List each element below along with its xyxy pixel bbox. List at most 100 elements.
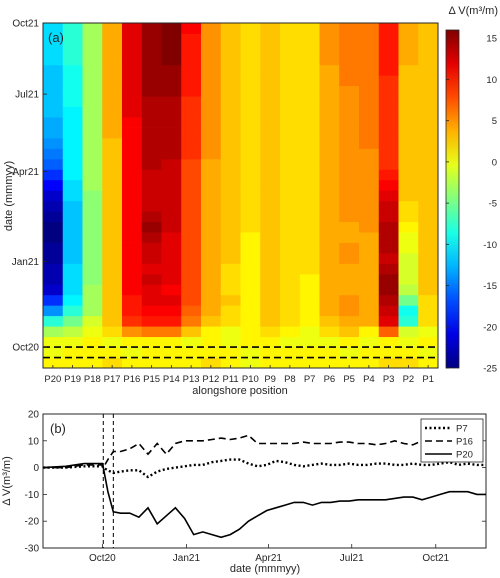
heatmap-cell (43, 273, 64, 285)
heatmap-cell (141, 200, 162, 212)
heatmap-cell (378, 263, 399, 275)
heatmap-cell (220, 179, 241, 191)
heatmap-cell (220, 127, 241, 139)
heatmap-cell (141, 336, 162, 348)
heatmap-cell (378, 169, 399, 181)
heatmap-cell (201, 23, 222, 34)
heatmap-cell (181, 305, 202, 317)
heatmap-cell (102, 200, 123, 212)
heatmap-cell (398, 43, 419, 55)
line-chart-panel: 20 10 0 -10 -20 -30 Oct20 Jan21 Apr21 Jul21 Oct21… (1, 410, 487, 575)
heatmap-cell (122, 315, 143, 327)
heatmap-cell (260, 179, 281, 191)
heatmap-cell (82, 127, 103, 139)
heatmap-cell (220, 242, 241, 254)
heatmap-cell (122, 294, 143, 306)
heatmap-cell (220, 263, 241, 275)
heatmap-cell (378, 117, 399, 128)
heatmap-cell (359, 242, 380, 254)
heatmap-x-tick-label: P6 (324, 374, 336, 385)
heatmap-cell (339, 232, 360, 243)
heatmap-cell (398, 75, 419, 87)
panel-a-label: (a) (48, 30, 64, 45)
heatmap-cell (319, 305, 340, 317)
heatmap-cell (280, 138, 301, 149)
line-chart-y-tick-label: 10 (28, 436, 40, 447)
heatmap-cell (260, 357, 281, 369)
heatmap-cell (299, 357, 320, 369)
heatmap-cell (82, 148, 103, 160)
heatmap-cell (122, 169, 143, 181)
heatmap-cell (102, 43, 123, 55)
heatmap-cell (201, 148, 222, 160)
heatmap-cell (398, 85, 419, 97)
line-chart-x-tick-label: Oct20 (89, 553, 116, 564)
heatmap-cell (122, 242, 143, 254)
heatmap-cell (378, 64, 399, 76)
heatmap-cell (280, 284, 301, 296)
heatmap-cell (299, 242, 320, 254)
heatmap-y-axis-label: date (mmmyy) (3, 161, 15, 231)
heatmap-cell (122, 253, 143, 264)
heatmap-cell (299, 273, 320, 285)
heatmap-cell (418, 315, 439, 327)
colorbar-tick-label: 15 (486, 34, 497, 45)
heatmap-cell (359, 190, 380, 202)
heatmap-cell (260, 33, 281, 45)
legend: P7 P16 P20 (420, 418, 484, 463)
heatmap-cell (359, 148, 380, 160)
heatmap-cell (82, 232, 103, 243)
heatmap-cell (82, 294, 103, 306)
heatmap-cell (62, 221, 83, 233)
heatmap-cell (260, 138, 281, 149)
heatmap-cell (319, 169, 340, 181)
heatmap-cell (141, 284, 162, 296)
series-lines (42, 434, 487, 539)
heatmap-cell (418, 200, 439, 212)
heatmap-cell (161, 138, 182, 149)
heatmap-cell (102, 253, 123, 264)
heatmap-cell (181, 273, 202, 285)
heatmap-cell (82, 33, 103, 45)
heatmap-cell (359, 179, 380, 191)
heatmap-cell (319, 96, 340, 108)
heatmap-cell (161, 117, 182, 128)
heatmap-cell (181, 96, 202, 108)
heatmap-cell (220, 85, 241, 97)
heatmap-cell (62, 253, 83, 264)
line-chart-y-axis-label: Δ V(m³/m) (1, 456, 13, 506)
heatmap-cell (220, 200, 241, 212)
heatmap-cell (398, 232, 419, 243)
heatmap-cell (240, 232, 261, 243)
heatmap-cell (201, 263, 222, 275)
heatmap-cell (319, 43, 340, 55)
heatmap-cell (141, 179, 162, 191)
heatmap-cell (240, 305, 261, 317)
heatmap-cell (220, 190, 241, 202)
heatmap-cell (201, 138, 222, 149)
heatmap-cell (359, 253, 380, 264)
heatmap-cell (260, 347, 281, 358)
heatmap-cell (102, 54, 123, 66)
heatmap-cell (339, 148, 360, 160)
heatmap-cell (122, 43, 143, 55)
heatmap-cell (339, 169, 360, 181)
heatmap-cell (82, 336, 103, 348)
heatmap-cell (299, 54, 320, 66)
heatmap-cell (220, 106, 241, 118)
heatmap-cell (43, 64, 64, 76)
heatmap-cell (161, 221, 182, 233)
heatmap-cell (43, 221, 64, 233)
heatmap-cell (378, 357, 399, 369)
heatmap-cell (339, 273, 360, 285)
heatmap-cell (181, 169, 202, 181)
line-chart-y-tick-label: -20 (25, 517, 40, 528)
heatmap-cell (181, 221, 202, 233)
heatmap-cell (260, 336, 281, 348)
heatmap-cell (398, 305, 419, 317)
heatmap-x-tick-label: P12 (202, 374, 219, 385)
heatmap-x-tick-label: P17 (104, 374, 121, 385)
heatmap-cell (319, 54, 340, 66)
heatmap-cell (201, 190, 222, 202)
heatmap-cell (359, 211, 380, 223)
